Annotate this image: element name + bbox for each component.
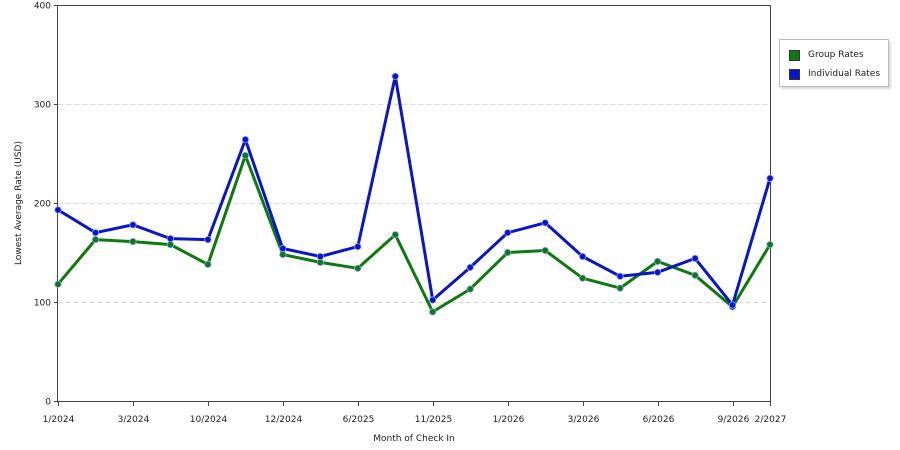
legend-item-group-rates: Group Rates bbox=[789, 48, 864, 62]
data-point-individual-rates bbox=[728, 301, 737, 309]
data-point-group-rates bbox=[504, 248, 512, 257]
legend-label-individual-rates: Individual Rates bbox=[808, 69, 881, 79]
legend-swatch-individual-rates bbox=[789, 68, 800, 80]
data-point-individual-rates bbox=[204, 236, 212, 244]
data-point-group-rates bbox=[766, 241, 774, 249]
data-point-individual-rates bbox=[241, 136, 249, 144]
x-axis-title: Month of Check In bbox=[373, 434, 455, 444]
data-point-group-rates bbox=[54, 280, 62, 288]
data-point-group-rates bbox=[429, 308, 437, 316]
y-tick-label: 300 bbox=[34, 101, 51, 111]
data-point-individual-rates bbox=[541, 219, 549, 227]
x-tick-label: 3/2026 bbox=[568, 415, 600, 425]
x-tick-label: 11/2025 bbox=[415, 415, 452, 425]
x-tick-label: 9/2026 bbox=[718, 415, 750, 425]
data-point-individual-rates bbox=[391, 72, 399, 80]
chart-legend: Group Rates Individual Rates bbox=[779, 39, 889, 87]
x-tick-label: 1/2024 bbox=[43, 415, 75, 425]
data-point-individual-rates bbox=[354, 243, 362, 251]
grid-lines bbox=[58, 104, 770, 303]
data-point-individual-rates bbox=[691, 254, 699, 262]
data-point-individual-rates bbox=[129, 221, 137, 229]
x-tick-label: 1/2026 bbox=[493, 415, 525, 425]
data-point-group-rates bbox=[391, 231, 399, 239]
data-point-individual-rates bbox=[578, 252, 587, 261]
data-point-group-rates bbox=[279, 250, 287, 259]
series-line-group-rates bbox=[56, 154, 772, 314]
axes: 0 100 200 300 400 1/2024 3/2024 10/2024 12/2024 6… bbox=[34, 2, 787, 426]
data-point-group-rates bbox=[241, 151, 249, 160]
data-point-individual-rates bbox=[653, 268, 662, 276]
data-point-group-rates bbox=[354, 264, 362, 272]
data-point-group-rates bbox=[616, 284, 624, 292]
legend-item-individual-rates: Individual Rates bbox=[789, 67, 880, 81]
data-point-group-rates bbox=[204, 260, 212, 268]
data-point-group-rates bbox=[91, 236, 100, 244]
data-point-individual-rates bbox=[504, 229, 512, 237]
data-point-group-rates bbox=[316, 258, 324, 266]
data-point-individual-rates bbox=[766, 174, 774, 182]
data-point-individual-rates bbox=[616, 272, 624, 280]
x-tick-label: 2/2027 bbox=[755, 415, 787, 425]
legend-swatch-group-rates bbox=[789, 49, 800, 61]
x-tick-label: 10/2024 bbox=[190, 415, 228, 425]
data-point-individual-rates bbox=[429, 296, 437, 304]
series-lines bbox=[54, 72, 774, 316]
series-line-individual-rates bbox=[57, 74, 772, 307]
data-point-individual-rates bbox=[91, 229, 100, 237]
x-tick-label: 6/2026 bbox=[643, 415, 675, 425]
data-point-group-rates bbox=[578, 274, 587, 282]
x-tick-label: 6/2025 bbox=[343, 415, 375, 425]
y-tick-label: 0 bbox=[45, 398, 51, 408]
data-point-group-rates bbox=[541, 246, 549, 255]
data-point-individual-rates bbox=[166, 235, 174, 243]
legend-label-group-rates: Group Rates bbox=[808, 50, 864, 60]
x-tick-label: 12/2024 bbox=[265, 415, 303, 425]
data-point-individual-rates bbox=[54, 206, 62, 214]
data-point-group-rates bbox=[691, 271, 699, 279]
x-tick-label: 3/2024 bbox=[118, 415, 150, 425]
data-point-individual-rates bbox=[466, 263, 474, 271]
y-tick-label: 100 bbox=[34, 299, 51, 309]
data-point-group-rates bbox=[653, 257, 662, 265]
y-tick-label: 200 bbox=[34, 200, 51, 210]
data-point-individual-rates bbox=[316, 252, 324, 261]
data-point-group-rates bbox=[166, 241, 174, 249]
data-point-group-rates bbox=[129, 238, 137, 246]
y-axis-title: Lowest Average Rate (USD) bbox=[14, 141, 24, 265]
y-tick-label: 400 bbox=[34, 2, 51, 12]
data-point-group-rates bbox=[466, 285, 474, 293]
data-point-individual-rates bbox=[279, 244, 287, 253]
